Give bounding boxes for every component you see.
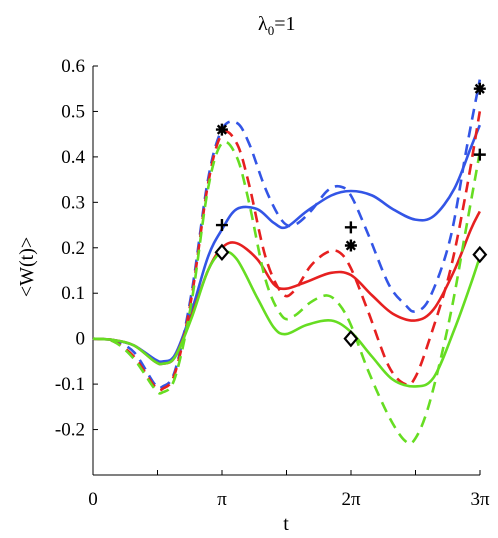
y-tick-label: 0.4 bbox=[61, 147, 85, 168]
series-line-0 bbox=[92, 124, 482, 364]
marker-diamond bbox=[214, 243, 230, 262]
marker-asterisk bbox=[473, 82, 486, 95]
x-axis-label: t bbox=[283, 513, 289, 535]
x-tick-label: 0 bbox=[88, 489, 98, 510]
y-tick-label: 0.1 bbox=[61, 283, 85, 304]
y-axis-label: <W(t)> bbox=[16, 237, 38, 297]
y-tick-label: -0.2 bbox=[55, 420, 85, 441]
marker-plus bbox=[473, 148, 486, 161]
chart-title: λ0=1 bbox=[258, 13, 295, 38]
y-tick-label: 0.2 bbox=[61, 238, 85, 259]
series-line-3 bbox=[92, 111, 482, 392]
title-subscript: 0 bbox=[268, 23, 275, 38]
y-tick-label: -0.1 bbox=[55, 374, 85, 395]
x-tick-label: π bbox=[217, 489, 227, 510]
plot-area: -0.2 -0.1 0 0.1 0.2 0.3 0.4 0.5 0.6 0 π 2π 3π bbox=[55, 56, 490, 510]
marker-plus bbox=[215, 219, 228, 232]
series-line-1 bbox=[92, 79, 482, 390]
series-line-4 bbox=[92, 250, 482, 388]
title-symbol: λ bbox=[258, 13, 268, 35]
series-line-2 bbox=[92, 210, 481, 366]
marker-asterisk bbox=[344, 239, 357, 252]
x-tick-label: 2π bbox=[341, 489, 361, 510]
y-tick-label: 0.6 bbox=[61, 56, 85, 77]
marker-diamond bbox=[343, 329, 359, 348]
series-line-5 bbox=[92, 140, 482, 445]
marker-diamond bbox=[472, 245, 488, 264]
title-rest: =1 bbox=[274, 13, 295, 35]
marker-plus bbox=[344, 221, 357, 234]
y-tick-label: 0 bbox=[76, 329, 86, 350]
marker-asterisk bbox=[215, 123, 228, 136]
y-tick-label: 0.3 bbox=[61, 192, 85, 213]
y-tick-label: 0.5 bbox=[61, 101, 85, 122]
x-tick-label: 3π bbox=[470, 489, 490, 510]
